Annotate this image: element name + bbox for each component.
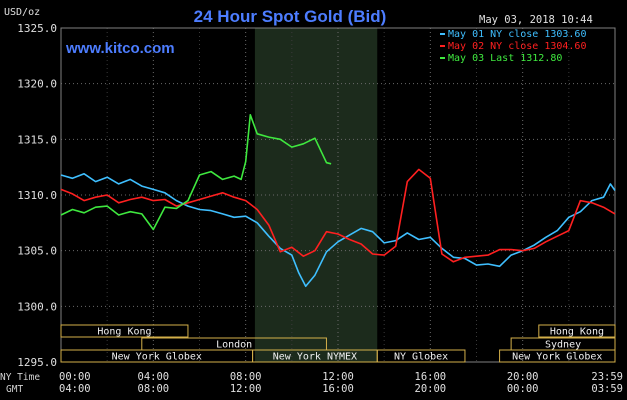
market-session-box	[60, 324, 189, 338]
y-axis: 1325.0 1320.0 1315.0 1310.0 1305.0 1300.0 1295…	[17, 22, 57, 369]
x-tick-label-gmt: 00:00	[507, 383, 539, 395]
legend-entry: May 03 Last 1312.80	[448, 53, 562, 64]
legend-entry: May 01 NY close 1303.60	[448, 29, 586, 40]
chart-title: 24 Hour Spot Gold (Bid)	[194, 7, 387, 26]
market-session-label: Hong Kong	[550, 327, 604, 338]
nymex-session-shade	[254, 28, 378, 362]
market-session-label: New York Globex	[112, 352, 202, 363]
x-tick-label-ny: 20:00	[507, 371, 539, 383]
market-session-label: New York NYMEX	[273, 352, 357, 363]
x-tick-label-gmt: 16:00	[322, 383, 354, 395]
x-tick-label-ny: 23:59	[591, 371, 623, 383]
series-line	[60, 168, 616, 263]
series-line	[60, 114, 332, 231]
date-stamp: May 03, 2018 10:44	[479, 14, 593, 26]
market-session-label: London	[216, 340, 252, 351]
legend-entry: May 02 NY close 1304.60	[448, 41, 586, 52]
x-tick-label-gmt: 20:00	[415, 383, 447, 395]
x-tick-label-ny: 12:00	[322, 371, 354, 383]
x-tick-label-gmt: 12:00	[230, 383, 262, 395]
market-session-box	[538, 324, 616, 338]
y-tick-label: 1310.0	[17, 189, 57, 202]
y-tick-label: 1320.0	[17, 78, 57, 91]
price-series	[60, 114, 616, 288]
y-tick-label: 1300.0	[17, 300, 57, 313]
x-row-label-ny: NY Time	[0, 372, 40, 383]
x-tick-label-gmt: 08:00	[138, 383, 170, 395]
y-tick-label: 1325.0	[17, 22, 57, 35]
y-unit-label: USD/oz	[4, 7, 40, 18]
x-tick-label-ny: 04:00	[138, 371, 170, 383]
x-row-label-gmt: GMT	[6, 384, 23, 395]
y-tick-label: 1315.0	[17, 133, 57, 146]
x-tick-label-ny: 00:00	[59, 371, 91, 383]
x-tick-label-ny: 08:00	[230, 371, 262, 383]
series-line	[60, 173, 616, 288]
market-session-label: Hong Kong	[97, 327, 151, 338]
market-session-label: New York Globex	[512, 352, 602, 363]
source-watermark[interactable]: www.kitco.com	[65, 40, 175, 57]
x-axis: 00:0004:0004:0008:0008:0012:0012:0016:00…	[59, 371, 623, 395]
x-tick-label-gmt: 03:59	[591, 383, 623, 395]
market-session-box	[499, 349, 616, 363]
market-session-label: NY Globex	[394, 352, 448, 363]
x-tick-label-ny: 16:00	[415, 371, 447, 383]
y-tick-label: 1305.0	[17, 245, 57, 258]
y-tick-label: 1295.0	[17, 356, 57, 369]
market-session-label: Sydney	[545, 340, 581, 351]
market-session-box	[376, 349, 466, 363]
x-tick-label-gmt: 04:00	[59, 383, 91, 395]
